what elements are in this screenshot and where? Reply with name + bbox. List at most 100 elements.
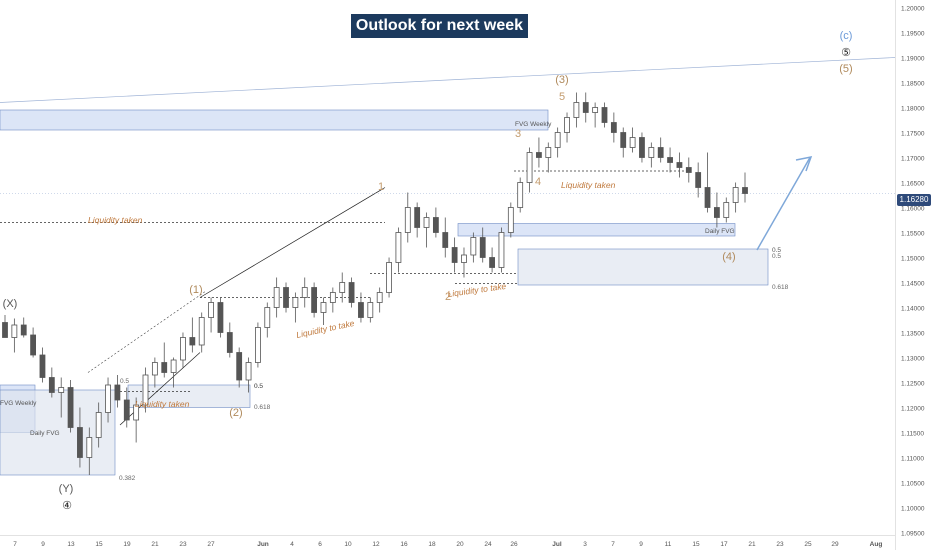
wave-label: (X) bbox=[3, 298, 18, 310]
current-price-tag: 1.16280 bbox=[897, 194, 931, 206]
candle-body bbox=[582, 102, 589, 113]
zone bbox=[517, 248, 769, 286]
candle-body bbox=[610, 122, 617, 133]
candle-body bbox=[704, 187, 711, 208]
candle-body bbox=[358, 302, 364, 318]
candle-body bbox=[713, 207, 720, 218]
zone-label: 0.5 bbox=[772, 247, 781, 254]
candle-body bbox=[133, 404, 140, 421]
candle-body bbox=[536, 152, 542, 158]
candle-body bbox=[226, 332, 233, 353]
candle-body bbox=[189, 337, 196, 346]
trendline bbox=[0, 57, 896, 103]
candle-body bbox=[723, 202, 730, 218]
candle-body bbox=[58, 387, 65, 393]
candle-body bbox=[732, 187, 739, 203]
zone-label: FVG Weekly bbox=[515, 121, 552, 128]
fib-label: 0.5 bbox=[120, 378, 129, 385]
channel-line bbox=[87, 290, 207, 373]
candle-body bbox=[376, 292, 383, 303]
candle-body bbox=[470, 237, 477, 256]
candle-body bbox=[395, 232, 402, 263]
wave-label: (Y) bbox=[59, 483, 74, 495]
channel-line bbox=[199, 187, 386, 298]
candle-body bbox=[161, 362, 168, 373]
liquidity-annotation: Liquidity taken bbox=[135, 399, 190, 409]
candle-body bbox=[423, 217, 430, 228]
projection-arrow bbox=[756, 157, 811, 251]
candle-body bbox=[20, 324, 27, 336]
candle-body bbox=[30, 334, 37, 356]
candle-body bbox=[545, 147, 552, 158]
candle-body bbox=[123, 399, 130, 421]
candle-body bbox=[170, 359, 177, 373]
fib-label: 0.618 bbox=[254, 404, 271, 411]
candle-body bbox=[676, 162, 683, 168]
candle-body bbox=[414, 207, 421, 228]
wave-label: ⑤ bbox=[841, 47, 851, 59]
candle-body bbox=[517, 182, 524, 208]
candle-body bbox=[114, 384, 121, 401]
wave-label: (5) bbox=[839, 63, 852, 75]
liquidity-annotation: Liquidity taken bbox=[561, 180, 616, 190]
candle-body bbox=[329, 292, 336, 303]
candle-body bbox=[554, 132, 561, 148]
candle-body bbox=[564, 117, 570, 133]
projection-arrowhead bbox=[795, 156, 813, 172]
price-axis[interactable] bbox=[895, 0, 932, 550]
zone bbox=[457, 223, 736, 237]
candle-body bbox=[198, 317, 205, 346]
candle-body bbox=[264, 307, 271, 328]
zone bbox=[127, 384, 251, 408]
wave-label: (1) bbox=[189, 284, 202, 296]
candle-body bbox=[2, 322, 8, 338]
candle-body bbox=[255, 327, 261, 363]
candle-body bbox=[105, 384, 111, 413]
candle-body bbox=[339, 282, 346, 293]
candle-body bbox=[217, 302, 224, 333]
candle-body bbox=[142, 374, 149, 406]
wave-label: 2 bbox=[445, 291, 451, 303]
candle-body bbox=[629, 137, 636, 148]
wave-label: 4 bbox=[535, 176, 541, 188]
candle-body bbox=[667, 157, 673, 163]
candle-body bbox=[311, 287, 318, 313]
candle-body bbox=[742, 187, 748, 194]
candle-body bbox=[39, 354, 46, 378]
wave-label: ④ bbox=[62, 500, 72, 512]
candle-body bbox=[432, 217, 439, 233]
candle-body bbox=[498, 232, 505, 268]
candle-body bbox=[292, 297, 299, 308]
candle-body bbox=[479, 237, 486, 258]
wave-label: 5 bbox=[559, 91, 565, 103]
fib-label: 0.618 bbox=[772, 284, 789, 291]
candle-body bbox=[601, 107, 608, 123]
fib-label: 0.5 bbox=[772, 253, 781, 260]
candle-body bbox=[245, 362, 252, 381]
candle-body bbox=[86, 437, 93, 458]
liquidity-annotation: Liquidity taken bbox=[88, 215, 143, 225]
candle-body bbox=[657, 147, 664, 158]
candle-body bbox=[236, 352, 243, 381]
candle-body bbox=[451, 247, 458, 263]
candle-body bbox=[273, 287, 280, 308]
time-axis[interactable] bbox=[0, 535, 895, 550]
chart-title: Outlook for next week bbox=[351, 14, 528, 38]
candle-body bbox=[442, 232, 449, 248]
zone-label: FVG Weekly bbox=[0, 400, 37, 407]
candle-body bbox=[507, 207, 514, 233]
liquidity-annotation: Liquidity to take bbox=[295, 318, 355, 340]
candle-body bbox=[11, 324, 18, 338]
candle-body bbox=[526, 152, 533, 183]
candle-body bbox=[620, 132, 627, 148]
candle-body bbox=[461, 254, 467, 263]
zone-label: Daily FVG bbox=[705, 228, 735, 235]
candle-body bbox=[639, 137, 645, 158]
candle-body bbox=[283, 287, 289, 308]
zone-label: Daily FVG bbox=[30, 430, 60, 437]
wave-label: (c) bbox=[840, 30, 853, 42]
candle-body bbox=[301, 287, 308, 298]
candle-body bbox=[320, 302, 327, 313]
